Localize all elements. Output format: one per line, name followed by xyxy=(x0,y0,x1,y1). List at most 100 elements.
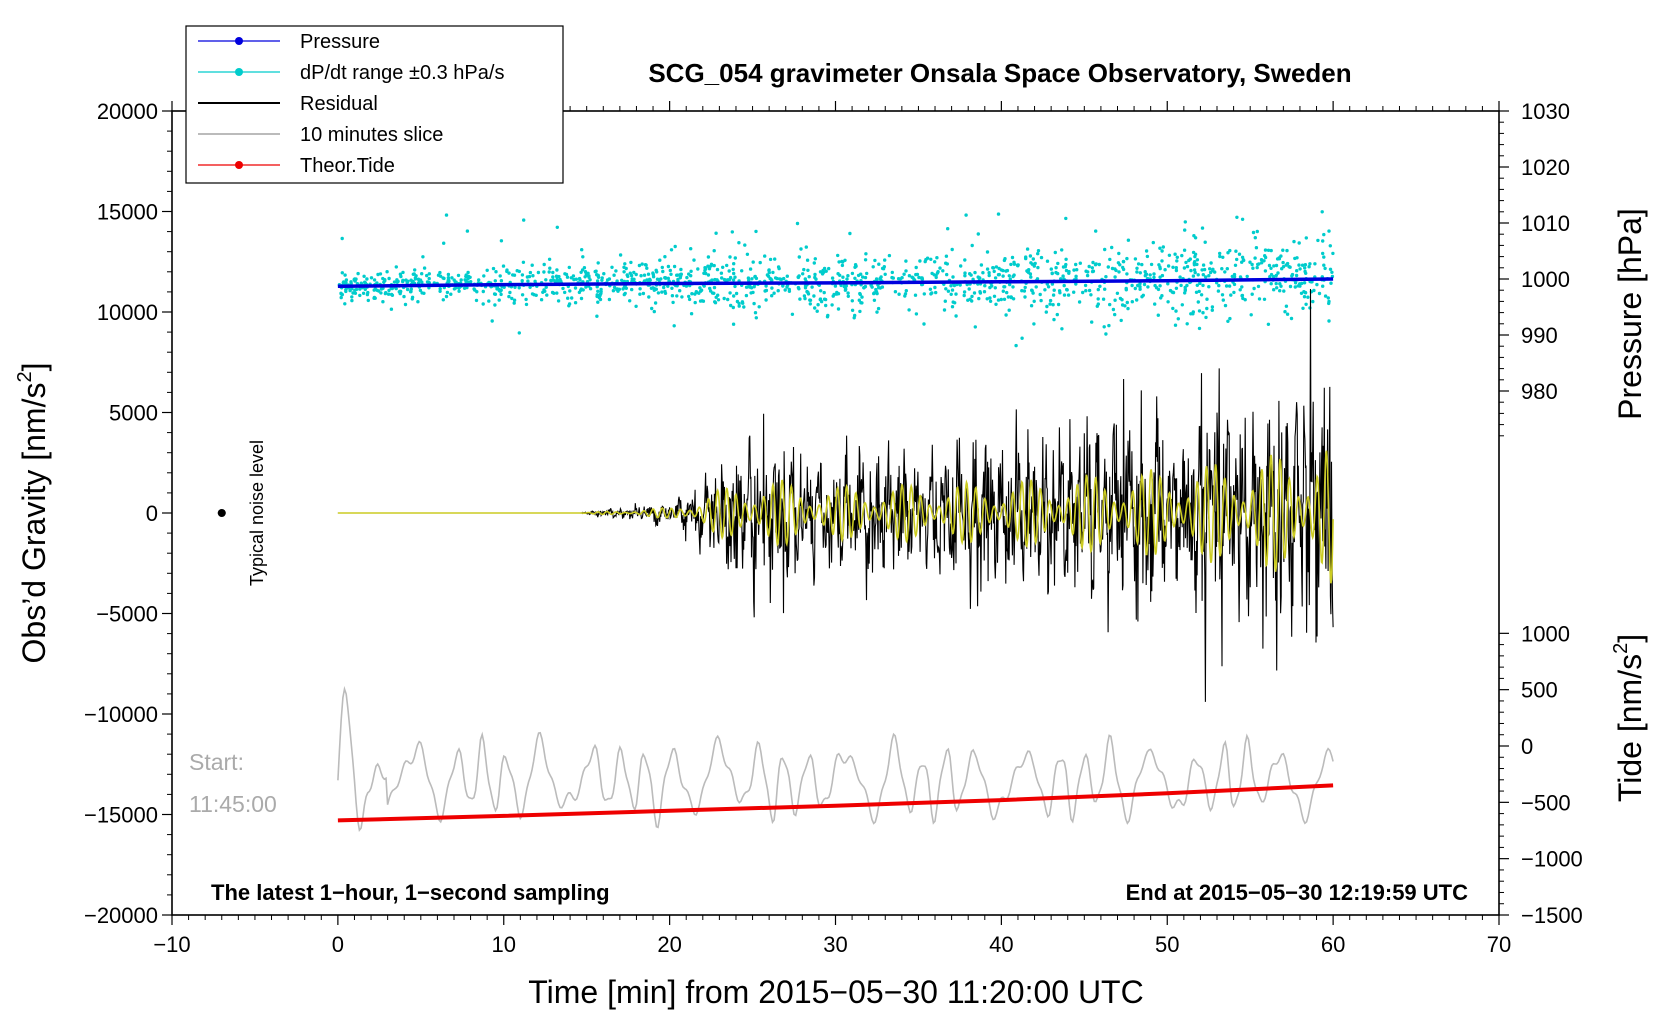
footer-right-note: End at 2015−05−30 12:19:59 UTC xyxy=(1126,880,1469,905)
tide-tick-label: −1000 xyxy=(1521,847,1583,872)
tide-tick-label: 0 xyxy=(1521,734,1533,759)
dpdt-point xyxy=(1036,249,1041,253)
dpdt-point xyxy=(413,268,417,272)
dpdt-point xyxy=(1158,246,1162,250)
dpdt-point xyxy=(950,305,955,309)
dpdt-point xyxy=(638,287,642,291)
dpdt-point xyxy=(991,266,995,270)
dpdt-point xyxy=(1121,259,1126,264)
dpdt-point xyxy=(822,297,827,301)
dpdt-point xyxy=(663,289,667,294)
dpdt-point xyxy=(1156,287,1161,292)
dpdt-point xyxy=(672,264,677,269)
dpdt-point xyxy=(778,277,782,281)
tide-tick-label: −500 xyxy=(1521,790,1571,815)
dpdt-point xyxy=(1263,248,1268,252)
dpdt-point xyxy=(1251,230,1256,235)
dpdt-point xyxy=(1202,267,1207,272)
dpdt-point xyxy=(650,306,654,311)
dpdt-point xyxy=(1158,284,1162,288)
dpdt-point xyxy=(1285,312,1290,316)
dpdt-point xyxy=(454,286,458,290)
dpdt-point xyxy=(873,258,877,263)
dpdt-point xyxy=(406,279,410,283)
pressure-tick-label: 990 xyxy=(1521,323,1558,348)
dpdt-point xyxy=(875,291,879,296)
dpdt-point xyxy=(1108,302,1112,307)
dpdt-point xyxy=(712,291,716,295)
dpdt-point xyxy=(526,279,530,283)
dpdt-point xyxy=(1118,296,1123,301)
dpdt-point xyxy=(1290,274,1294,278)
dpdt-point xyxy=(712,285,717,290)
dpdt-point xyxy=(846,291,850,295)
dpdt-point xyxy=(727,269,731,273)
dpdt-point xyxy=(1253,236,1258,240)
dpdt-point xyxy=(668,268,672,273)
dpdt-point xyxy=(1242,258,1246,263)
dpdt-point xyxy=(344,280,348,285)
dpdt-point xyxy=(970,243,974,248)
dpdt-point xyxy=(1126,306,1130,311)
dpdt-point xyxy=(597,295,601,300)
dpdt-point xyxy=(1284,304,1289,308)
dpdt-point xyxy=(748,267,753,271)
dpdt-point xyxy=(472,287,476,291)
dpdt-point xyxy=(833,284,838,288)
dpdt-point xyxy=(878,276,882,281)
dpdt-point xyxy=(821,268,825,273)
dpdt-point xyxy=(517,286,521,290)
dpdt-point xyxy=(1235,215,1239,219)
dpdt-point xyxy=(1167,253,1172,257)
left-tick-label: −15000 xyxy=(84,803,158,828)
dpdt-point xyxy=(1025,247,1030,251)
dpdt-point xyxy=(1276,271,1280,275)
dpdt-point xyxy=(872,291,877,295)
dpdt-point xyxy=(701,299,706,303)
dpdt-point xyxy=(704,271,708,276)
dpdt-point xyxy=(358,287,362,291)
dpdt-point xyxy=(638,292,642,296)
dpdt-point xyxy=(831,294,835,298)
left-tick-label: 20000 xyxy=(97,99,158,124)
dpdt-point xyxy=(386,292,391,296)
dpdt-point xyxy=(999,297,1003,302)
dpdt-point xyxy=(861,275,865,279)
dpdt-point xyxy=(1136,262,1141,266)
dpdt-point xyxy=(1196,273,1200,277)
legend: Pressure dP/dt range ±0.3 hPa/s Residual 10… xyxy=(185,25,564,184)
pressure-axis-ticks: 980 990 1000 1010 1020 1030 xyxy=(1499,99,1570,437)
dpdt-point xyxy=(763,254,767,258)
dpdt-point xyxy=(770,294,774,298)
dpdt-point xyxy=(1113,312,1117,317)
dpdt-point xyxy=(696,267,700,271)
dpdt-point xyxy=(350,298,354,303)
dpdt-point xyxy=(1124,288,1129,292)
dpdt-point xyxy=(768,257,773,262)
dpdt-point xyxy=(1272,288,1276,292)
dpdt-point xyxy=(1269,266,1273,270)
dpdt-point xyxy=(1221,255,1225,259)
dpdt-point xyxy=(481,289,485,294)
dpdt-point xyxy=(928,287,933,291)
dpdt-point xyxy=(1259,258,1264,262)
dpdt-point xyxy=(731,278,736,282)
dpdt-point xyxy=(843,285,847,289)
dpdt-point xyxy=(822,290,826,295)
dpdt-point xyxy=(963,274,967,278)
dpdt-point xyxy=(1101,297,1106,301)
dpdt-point xyxy=(1237,252,1242,256)
dpdt-point xyxy=(551,270,555,275)
dpdt-point xyxy=(857,298,861,302)
dpdt-point xyxy=(450,276,454,280)
pressure-series xyxy=(337,277,1334,289)
dpdt-point xyxy=(494,270,498,274)
dpdt-point xyxy=(907,308,911,312)
dpdt-point xyxy=(1078,261,1083,265)
x-tick-label: 50 xyxy=(1155,932,1179,957)
dpdt-point xyxy=(805,258,810,262)
dpdt-point xyxy=(996,212,1001,216)
dpdt-point xyxy=(726,297,730,302)
dpdt-point xyxy=(622,292,626,297)
dpdt-point xyxy=(1053,250,1058,255)
